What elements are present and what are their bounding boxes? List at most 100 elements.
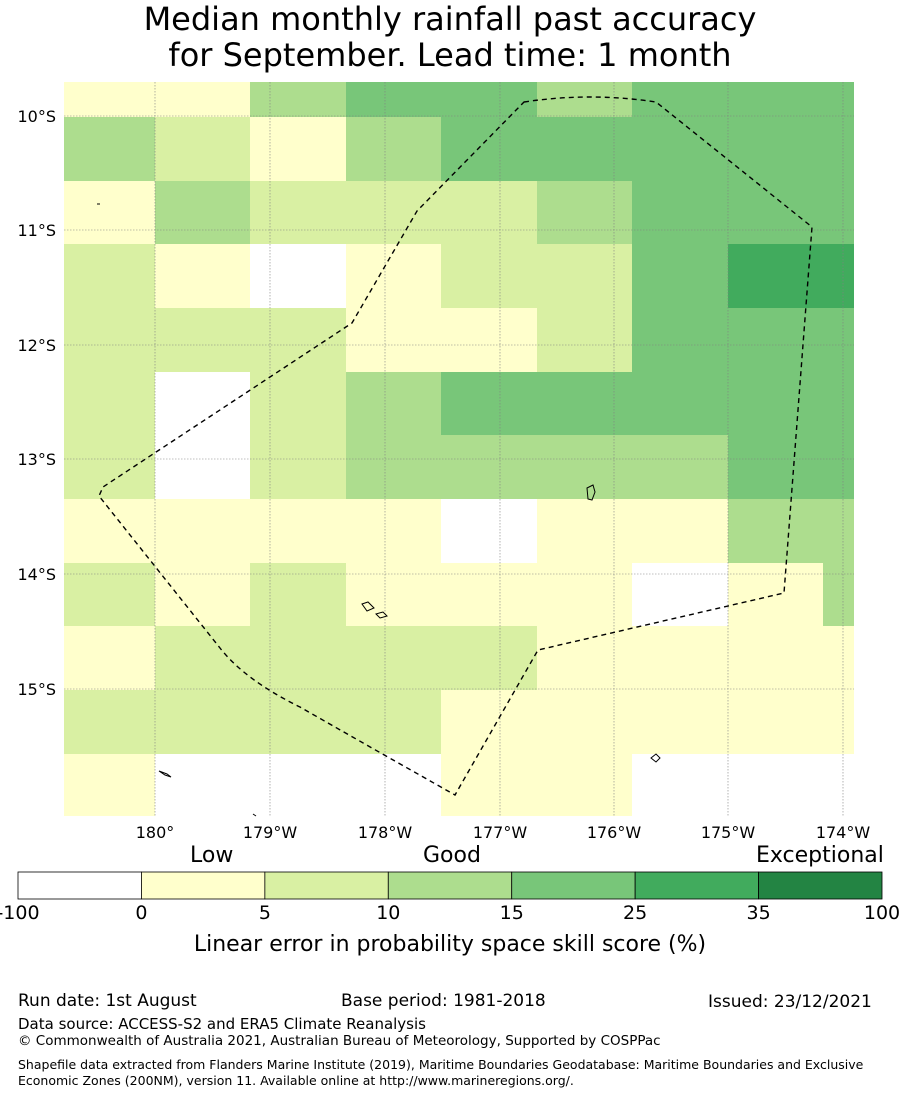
longitude-label: 180° xyxy=(136,823,175,842)
colorbar-tick-label: 100 xyxy=(864,902,900,924)
skill-cell xyxy=(250,181,346,244)
skill-cell xyxy=(155,563,250,626)
latitude-label: 11°S xyxy=(17,221,56,240)
skill-cell xyxy=(537,181,632,244)
skill-cell xyxy=(346,117,441,181)
skill-cell xyxy=(155,372,250,435)
skill-cell xyxy=(441,626,537,690)
colorbar-tick-label: -100 xyxy=(0,902,40,924)
skill-cell xyxy=(823,563,854,626)
base-period: Base period: 1981-2018 xyxy=(341,991,546,1011)
skill-cell xyxy=(64,82,155,117)
map-axis-labels: 10°S 11°S 12°S 13°S 14°S 15°S 180° 179°W 178°W 17… xyxy=(17,107,870,842)
skill-cell xyxy=(537,499,632,563)
skill-cell xyxy=(537,563,632,626)
skill-cell xyxy=(632,563,728,626)
skill-cell xyxy=(155,690,250,754)
skill-cell xyxy=(441,372,537,435)
skill-cell xyxy=(441,117,537,181)
skill-cell xyxy=(250,499,346,563)
map-title-line-1: Median monthly rainfall past accuracy xyxy=(143,0,757,38)
longitude-label: 176°W xyxy=(587,823,642,842)
skill-cell xyxy=(64,308,155,372)
island-outline xyxy=(252,813,257,817)
colorbar-tick-label: 10 xyxy=(376,902,400,924)
skill-cell xyxy=(64,181,155,244)
skill-cell xyxy=(728,308,854,372)
skill-cell xyxy=(632,308,728,372)
skill-cell xyxy=(537,308,632,372)
skill-cell xyxy=(346,626,441,690)
colorbar-tick-label: 0 xyxy=(135,902,147,924)
skill-cell xyxy=(632,244,728,308)
skill-cell xyxy=(441,82,537,117)
skill-cell xyxy=(250,435,346,499)
map-title-line-2: for September. Lead time: 1 month xyxy=(168,36,732,74)
colorbar-tick-label: 5 xyxy=(259,902,271,924)
skill-cell xyxy=(155,626,250,690)
skill-cell xyxy=(346,82,441,117)
skill-cell xyxy=(441,181,537,244)
skill-cell xyxy=(346,563,441,626)
skill-cell xyxy=(441,308,537,372)
skill-cell xyxy=(64,117,155,181)
skill-cell xyxy=(728,435,854,499)
longitude-label: 178°W xyxy=(358,823,413,842)
longitude-label: 177°W xyxy=(473,823,528,842)
colorbar-swatch xyxy=(758,871,883,900)
colorbar-swatch xyxy=(17,871,142,900)
shapefile-credit: Shapefile data extracted from Flanders M… xyxy=(18,1057,864,1088)
skill-cell xyxy=(346,181,441,244)
skill-cell xyxy=(728,82,854,117)
skill-cell xyxy=(632,690,728,754)
island-outline xyxy=(375,611,388,619)
skill-cell xyxy=(441,690,537,754)
colorbar-tick-label: 35 xyxy=(746,902,770,924)
skill-cell xyxy=(250,82,346,117)
issued-date: Issued: 23/12/2021 xyxy=(708,992,872,1012)
colorbar: -100 0 5 10 15 25 35 100 xyxy=(0,871,900,924)
skill-cell xyxy=(155,499,250,563)
skill-cell xyxy=(537,754,632,816)
skill-cell xyxy=(346,754,441,816)
colorbar-swatch xyxy=(387,871,513,900)
skill-cell xyxy=(537,244,632,308)
skill-cell xyxy=(155,82,250,117)
skill-cell xyxy=(441,754,537,816)
skill-cell xyxy=(632,626,728,690)
skill-grid-cells xyxy=(64,82,854,816)
longitude-label: 175°W xyxy=(701,823,756,842)
skill-cell xyxy=(537,690,632,754)
skill-cell xyxy=(155,117,250,181)
skill-cell xyxy=(728,372,854,435)
skill-cell xyxy=(537,82,632,117)
skill-cell xyxy=(250,308,346,372)
eez-boundary xyxy=(98,96,813,796)
skill-cell xyxy=(728,181,854,244)
skill-cell xyxy=(346,308,441,372)
copyright-notice: © Commonwealth of Australia 2021, Austra… xyxy=(18,1033,661,1049)
skill-cell xyxy=(632,82,728,117)
skill-cell xyxy=(64,435,155,499)
skill-cell xyxy=(632,754,728,816)
skill-cell xyxy=(155,308,250,372)
skill-cell xyxy=(64,754,155,816)
latitude-label: 13°S xyxy=(17,450,56,469)
skill-cell xyxy=(823,244,854,308)
skill-cell xyxy=(728,690,854,754)
skill-cell xyxy=(537,435,632,499)
skill-cell xyxy=(250,626,346,690)
skill-cell xyxy=(728,754,854,816)
islands xyxy=(97,203,661,817)
longitude-label: 179°W xyxy=(243,823,298,842)
island-outline xyxy=(158,770,172,778)
skill-cell xyxy=(346,690,441,754)
skill-cell xyxy=(64,563,155,626)
graticule xyxy=(64,82,854,816)
skill-cell xyxy=(155,181,250,244)
skill-cell xyxy=(632,372,728,435)
skill-cell xyxy=(155,754,250,816)
skill-cell xyxy=(64,690,155,754)
skill-cell xyxy=(537,372,632,435)
